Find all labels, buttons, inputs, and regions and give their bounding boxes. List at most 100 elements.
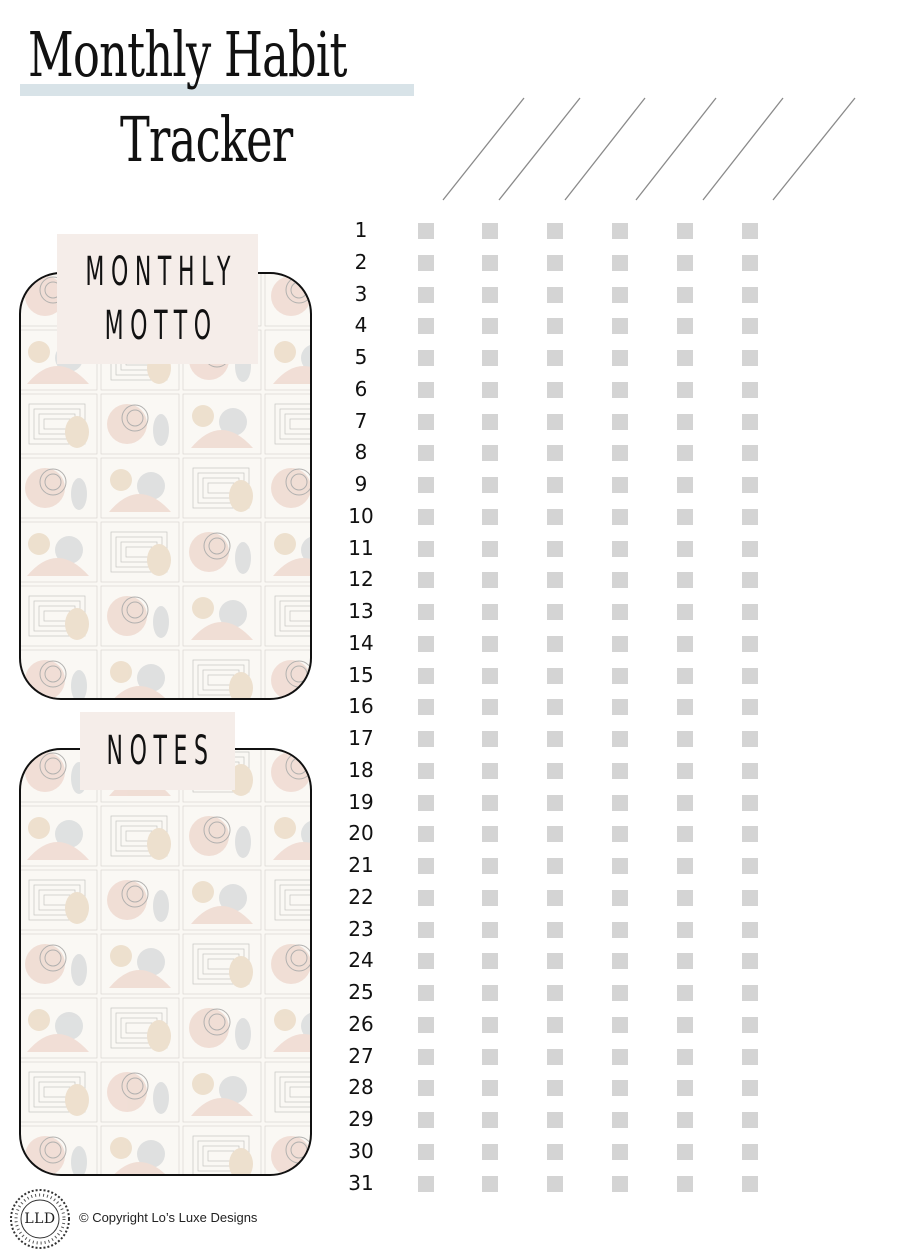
habit-checkbox[interactable] (547, 413, 563, 430)
habit-checkbox[interactable] (418, 350, 434, 366)
habit-checkbox[interactable] (612, 1143, 628, 1160)
habit-checkbox[interactable] (612, 889, 628, 906)
habit-checkbox[interactable] (418, 1143, 434, 1160)
habit-checkbox[interactable] (612, 223, 628, 239)
habit-checkbox[interactable] (482, 667, 498, 684)
habit-header-line[interactable] (702, 97, 784, 201)
habit-checkbox[interactable] (612, 477, 628, 493)
habit-checkbox[interactable] (677, 381, 693, 398)
habit-checkbox[interactable] (547, 731, 563, 747)
habit-checkbox[interactable] (418, 858, 434, 874)
habit-checkbox[interactable] (677, 921, 693, 938)
habit-checkbox[interactable] (677, 1048, 693, 1065)
habit-checkbox[interactable] (677, 445, 693, 462)
habit-checkbox[interactable] (742, 858, 758, 874)
habit-checkbox[interactable] (547, 1080, 563, 1097)
habit-checkbox[interactable] (612, 508, 628, 525)
habit-checkbox[interactable] (482, 286, 498, 303)
habit-checkbox[interactable] (547, 254, 563, 271)
habit-checkbox[interactable] (547, 953, 563, 970)
habit-checkbox[interactable] (612, 604, 628, 620)
habit-checkbox[interactable] (742, 826, 758, 843)
habit-checkbox[interactable] (418, 1016, 434, 1033)
habit-checkbox[interactable] (742, 1112, 758, 1128)
habit-checkbox[interactable] (742, 350, 758, 366)
habit-checkbox[interactable] (612, 921, 628, 938)
habit-checkbox[interactable] (418, 762, 434, 779)
habit-checkbox[interactable] (612, 318, 628, 335)
habit-checkbox[interactable] (482, 731, 498, 747)
habit-checkbox[interactable] (418, 1080, 434, 1097)
habit-checkbox[interactable] (677, 350, 693, 366)
habit-checkbox[interactable] (418, 223, 434, 239)
habit-checkbox[interactable] (742, 889, 758, 906)
habit-checkbox[interactable] (547, 699, 563, 716)
habit-checkbox[interactable] (612, 1112, 628, 1128)
habit-checkbox[interactable] (612, 731, 628, 747)
habit-checkbox[interactable] (418, 699, 434, 716)
habit-checkbox[interactable] (677, 604, 693, 620)
habit-checkbox[interactable] (482, 762, 498, 779)
habit-checkbox[interactable] (612, 858, 628, 874)
habit-checkbox[interactable] (612, 985, 628, 1001)
habit-checkbox[interactable] (677, 699, 693, 716)
habit-checkbox[interactable] (418, 254, 434, 271)
habit-checkbox[interactable] (612, 1175, 628, 1192)
habit-checkbox[interactable] (482, 477, 498, 493)
habit-checkbox[interactable] (612, 794, 628, 811)
habit-checkbox[interactable] (547, 350, 563, 366)
habit-checkbox[interactable] (482, 1112, 498, 1128)
habit-checkbox[interactable] (742, 477, 758, 493)
habit-checkbox[interactable] (482, 223, 498, 239)
habit-checkbox[interactable] (547, 921, 563, 938)
habit-checkbox[interactable] (418, 921, 434, 938)
habit-header-line[interactable] (498, 97, 581, 201)
habit-checkbox[interactable] (418, 1112, 434, 1128)
habit-checkbox[interactable] (482, 985, 498, 1001)
habit-checkbox[interactable] (612, 350, 628, 366)
habit-checkbox[interactable] (677, 223, 693, 239)
habit-checkbox[interactable] (742, 604, 758, 620)
habit-checkbox[interactable] (482, 699, 498, 716)
habit-checkbox[interactable] (418, 286, 434, 303)
habit-checkbox[interactable] (482, 445, 498, 462)
habit-checkbox[interactable] (418, 1175, 434, 1192)
habit-checkbox[interactable] (677, 826, 693, 843)
habit-checkbox[interactable] (482, 635, 498, 652)
habit-checkbox[interactable] (677, 635, 693, 652)
habit-checkbox[interactable] (742, 381, 758, 398)
habit-checkbox[interactable] (677, 508, 693, 525)
habit-checkbox[interactable] (612, 762, 628, 779)
habit-checkbox[interactable] (418, 889, 434, 906)
habit-checkbox[interactable] (742, 762, 758, 779)
habit-checkbox[interactable] (677, 667, 693, 684)
habit-checkbox[interactable] (742, 1143, 758, 1160)
habit-checkbox[interactable] (612, 286, 628, 303)
habit-checkbox[interactable] (547, 794, 563, 811)
habit-checkbox[interactable] (742, 286, 758, 303)
habit-checkbox[interactable] (742, 635, 758, 652)
habit-header-line[interactable] (564, 97, 646, 201)
habit-checkbox[interactable] (482, 1175, 498, 1192)
habit-checkbox[interactable] (482, 826, 498, 843)
habit-checkbox[interactable] (612, 572, 628, 589)
habit-checkbox[interactable] (418, 1048, 434, 1065)
habit-checkbox[interactable] (742, 1175, 758, 1192)
habit-checkbox[interactable] (742, 667, 758, 684)
habit-checkbox[interactable] (418, 445, 434, 462)
habit-checkbox[interactable] (482, 572, 498, 589)
habit-checkbox[interactable] (547, 223, 563, 239)
habit-checkbox[interactable] (418, 794, 434, 811)
habit-checkbox[interactable] (547, 540, 563, 557)
habit-checkbox[interactable] (482, 254, 498, 271)
habit-checkbox[interactable] (547, 985, 563, 1001)
habit-checkbox[interactable] (742, 953, 758, 970)
habit-checkbox[interactable] (677, 762, 693, 779)
habit-checkbox[interactable] (482, 350, 498, 366)
habit-checkbox[interactable] (677, 889, 693, 906)
habit-checkbox[interactable] (677, 413, 693, 430)
habit-checkbox[interactable] (418, 413, 434, 430)
habit-checkbox[interactable] (482, 1048, 498, 1065)
habit-checkbox[interactable] (482, 508, 498, 525)
habit-checkbox[interactable] (677, 985, 693, 1001)
